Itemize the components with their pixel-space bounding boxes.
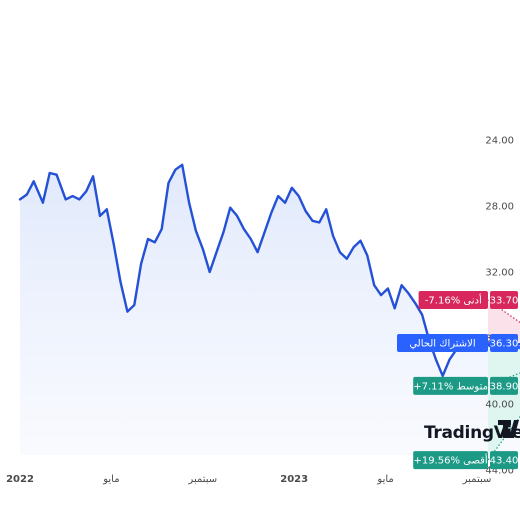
x-tick-label: 2023 (280, 474, 308, 485)
price-area-fill (20, 164, 520, 455)
avg-label-value: 38.90 (490, 381, 519, 392)
x-tick-label: 2022 (6, 474, 34, 485)
max-label-text: +19.56% أقصى (413, 454, 487, 467)
min-label-text: -7.16% أدنى (425, 294, 482, 307)
tradingview-logo: TradingView (424, 420, 520, 443)
current-label-value: 36.30 (490, 338, 519, 349)
y-tick-label: 28.00 (485, 202, 514, 213)
min-label: -7.16% أدنى 33.70 (418, 291, 519, 310)
x-tick-label: سبتمبر (187, 474, 217, 485)
x-tick-label: سبتمبر (462, 474, 492, 485)
brand-text: TradingView (424, 423, 520, 443)
x-axis: 2022مايوسبتمبر2023مايوسبتمبر2024مايو (6, 474, 492, 485)
max-label-value-box (490, 451, 518, 470)
min-label-value-box (490, 291, 518, 310)
forecast-labels: +19.56% أقصى 43.40 +7.11% متوسط 38.90 الاشتر… (397, 291, 519, 470)
avg-label-pill (413, 376, 488, 395)
max-label: +19.56% أقصى 43.40 (413, 451, 519, 470)
forecast-upper-fill (488, 342, 520, 461)
max-label-pill (413, 451, 488, 470)
min-label-pill (418, 291, 488, 310)
tradingview-mark-icon (498, 420, 519, 438)
forecast-max-line (487, 415, 520, 461)
current-label-text: الاشتراك الحالي (409, 338, 475, 349)
x-tick-label: مايو (376, 474, 393, 485)
current-label-value-box (490, 333, 518, 352)
y-tick-label: 32.00 (485, 268, 514, 279)
price-area (20, 164, 520, 455)
y-tick-label: 24.00 (485, 136, 514, 147)
y-tick-label: 40.00 (485, 400, 514, 411)
avg-label: +7.11% متوسط 38.90 (413, 376, 519, 395)
avg-label-value-box (490, 376, 518, 395)
current-label-pill (397, 333, 488, 352)
avg-label-text: +7.11% متوسط (413, 381, 488, 392)
current-label: الاشتراك الحالي 36.30 (397, 333, 519, 352)
y-tick-label: 44.00 (485, 466, 514, 477)
x-tick-label: مايو (102, 474, 119, 485)
min-label-value: 33.70 (490, 296, 519, 307)
max-label-value: 43.40 (490, 456, 519, 467)
